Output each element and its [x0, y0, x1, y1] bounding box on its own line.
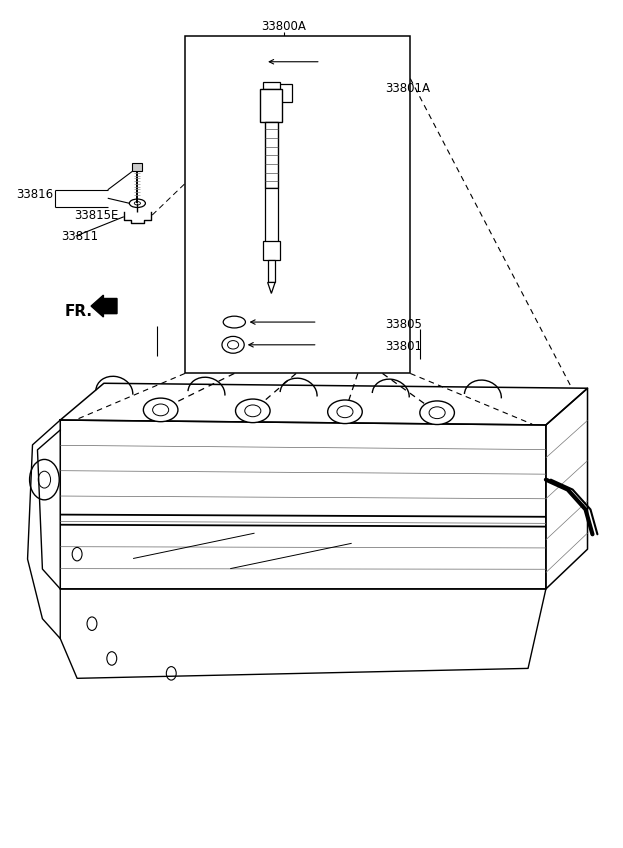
Text: 33811: 33811: [62, 231, 98, 243]
Text: 33815E: 33815E: [74, 209, 118, 221]
Ellipse shape: [337, 406, 353, 418]
Bar: [185, 36, 411, 373]
Bar: [263, 82, 280, 89]
Ellipse shape: [429, 407, 445, 419]
Ellipse shape: [245, 405, 261, 416]
Ellipse shape: [420, 401, 454, 425]
Ellipse shape: [153, 404, 169, 416]
FancyArrow shape: [91, 295, 117, 317]
Polygon shape: [268, 282, 275, 293]
Text: 33800A: 33800A: [261, 20, 306, 33]
Text: FR.: FR.: [65, 304, 93, 320]
Text: 33816: 33816: [16, 188, 54, 201]
Ellipse shape: [328, 400, 362, 423]
Text: 33801A: 33801A: [386, 82, 430, 95]
Bar: [263, 241, 280, 259]
Text: 33805: 33805: [386, 318, 422, 331]
Bar: [265, 188, 277, 243]
Text: 33801: 33801: [386, 340, 422, 353]
Bar: [275, 84, 292, 103]
Ellipse shape: [143, 398, 178, 421]
Ellipse shape: [235, 399, 270, 422]
Bar: [268, 259, 275, 282]
Bar: [265, 122, 278, 188]
Bar: [133, 163, 142, 171]
Bar: [260, 89, 282, 122]
